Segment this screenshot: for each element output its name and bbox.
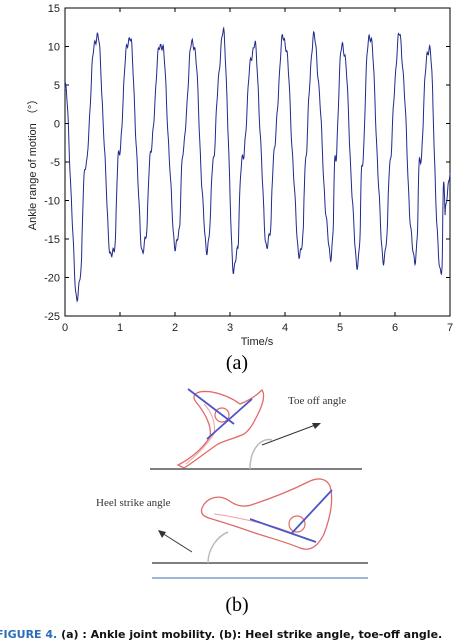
subfigure-a-label: (a) [225, 352, 249, 374]
lower-foot-axis [249, 518, 317, 543]
gait-angle-diagram: Toe off angle Heel strike angle [96, 388, 368, 579]
lower-foot-outline [200, 478, 333, 550]
lower-pointer-arrowhead [158, 530, 166, 538]
x-axis-ticks: 0 1 2 3 4 5 6 7 [62, 8, 453, 334]
y-tick-label: 5 [54, 80, 60, 92]
y-axis-label: Ankle range of motion （°） [26, 94, 39, 230]
upper-pointer-arrowhead [312, 423, 321, 429]
subfigure-b-label: (b) [225, 594, 249, 616]
upper-angle-arc [249, 438, 273, 470]
x-tick-label: 4 [282, 322, 288, 334]
ankle-motion-chart: 15 10 5 0 -5 -10 -15 -20 -25 0 1 2 3 4 5 6 7 Time/s Ank… [26, 3, 453, 348]
caption-text: (a) : Ankle joint mobility. (b): Heel st… [61, 628, 443, 641]
plot-frame [64, 7, 451, 317]
lower-pointer-line [161, 532, 193, 553]
upper-pointer-line [261, 423, 319, 446]
x-tick-label: 6 [392, 322, 398, 334]
toe-off-angle-label: Toe off angle [288, 395, 346, 407]
y-axis-ticks: 15 10 5 0 -5 -10 -15 -20 -25 [44, 3, 450, 323]
y-tick-label: -20 [44, 273, 60, 285]
upper-foot-outline [176, 388, 265, 469]
x-tick-label: 7 [447, 322, 453, 334]
figure-number: FIGURE 4. [0, 628, 58, 641]
x-tick-label: 1 [117, 322, 123, 334]
y-tick-label: 15 [48, 3, 60, 15]
upper-shank-axis [187, 388, 235, 425]
x-tick-label: 0 [62, 322, 68, 334]
heel-strike-foot-drawing: Heel strike angle [96, 478, 368, 579]
x-tick-label: 5 [337, 322, 343, 334]
y-tick-label: -25 [44, 311, 60, 323]
lower-ankle-joint [288, 515, 306, 533]
lower-angle-arc [207, 531, 229, 564]
ankle-angle-series-line [64, 26, 451, 303]
lower-foot-inner-contour [213, 513, 309, 541]
heel-strike-angle-label: Heel strike angle [96, 497, 171, 509]
figure-caption: FIGURE 4. (a) : Ankle joint mobility. (b… [0, 628, 442, 641]
y-tick-label: 0 [54, 119, 60, 131]
x-axis-label: Time/s [241, 336, 274, 348]
toe-off-foot-drawing: Toe off angle [150, 388, 362, 470]
x-tick-label: 3 [227, 322, 233, 334]
x-tick-label: 2 [172, 322, 178, 334]
y-tick-label: -5 [50, 157, 60, 169]
upper-foot-inner-contour [185, 403, 215, 465]
upper-ankle-joint [214, 407, 230, 423]
y-tick-label: -15 [44, 234, 60, 246]
y-tick-label: 10 [48, 42, 60, 54]
y-tick-label: -10 [44, 196, 60, 208]
upper-foot-axis [206, 398, 253, 440]
lower-shank-axis [290, 489, 333, 535]
